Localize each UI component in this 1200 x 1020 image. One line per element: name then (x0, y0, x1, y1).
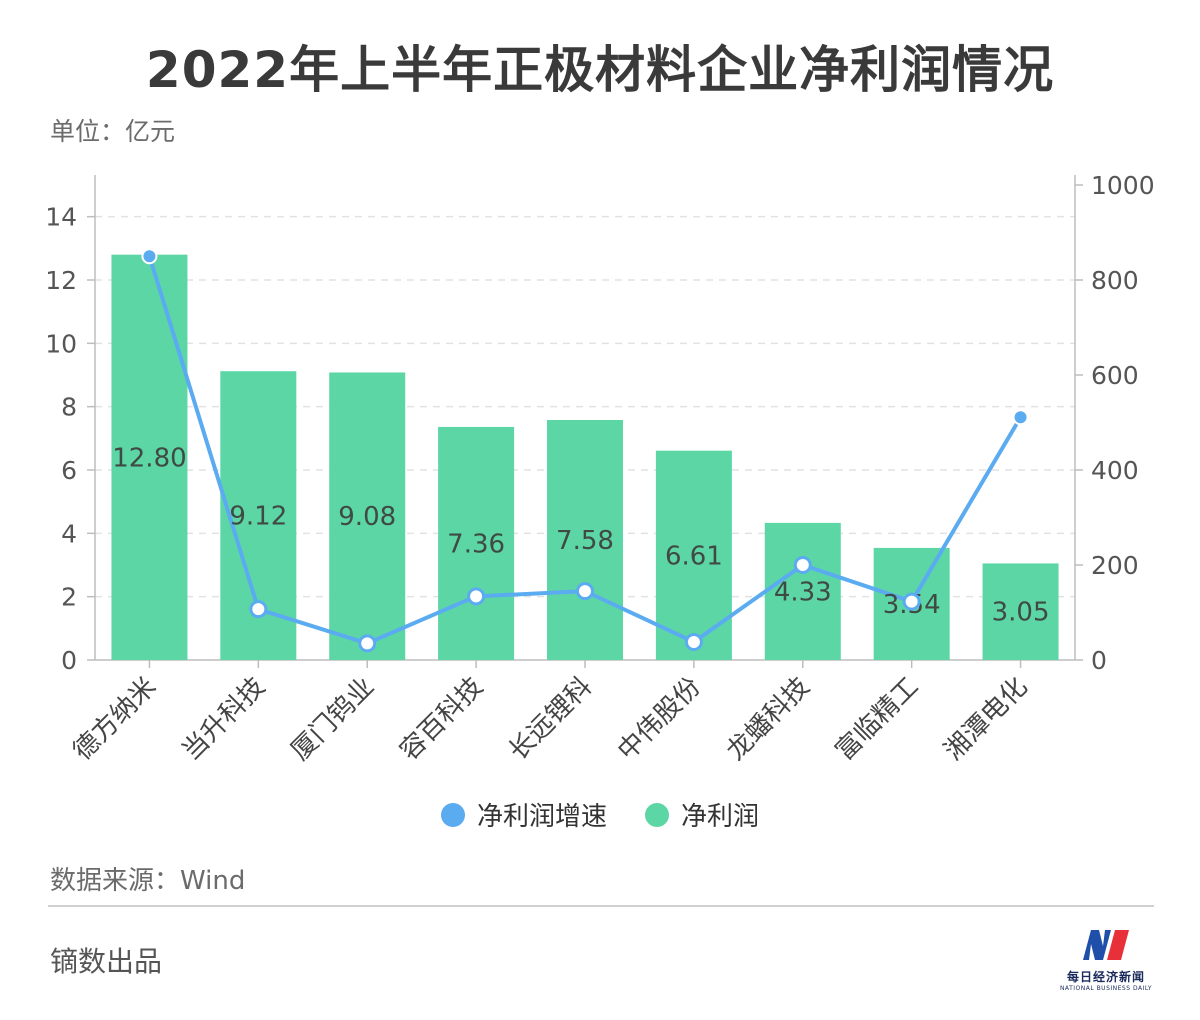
left-axis-tick-label: 8 (61, 393, 77, 422)
left-axis-tick-label: 14 (45, 203, 77, 232)
bar-value-label-9: 3.05 (992, 598, 1050, 628)
unit-label: 单位：亿元 (50, 117, 176, 146)
growth-point-6 (684, 632, 703, 651)
bar-value-label-7: 4.33 (774, 577, 832, 607)
x-axis-category-label: 富临精工 (830, 672, 925, 767)
chart-title: 2022年上半年正极材料企业净利润情况 (145, 41, 1055, 99)
left-axis-tick-label: 0 (61, 646, 77, 675)
bar-3 (329, 372, 406, 660)
right-axis-tick-label: 1000 (1091, 171, 1155, 200)
bar-9 (982, 563, 1059, 660)
left-axis-tick-label: 6 (61, 456, 77, 485)
growth-point-7 (793, 556, 812, 574)
legend-label-profit: 净利润 (681, 802, 760, 832)
growth-point-8 (902, 592, 921, 611)
logo: 每日经济新闻 NATIONAL BUSINESS DAILY (1058, 926, 1154, 996)
x-axis-category-label: 中伟股份 (612, 672, 707, 767)
right-axis-tick-label: 600 (1091, 361, 1139, 390)
right-axis-tick-label: 400 (1091, 456, 1139, 485)
x-axis-category-label: 长远锂科 (503, 672, 598, 767)
logo-text-cn: 每日经济新闻 (1066, 970, 1145, 984)
data-source: 数据来源：Wind (50, 866, 246, 896)
x-axis-category-label: 湘潭电化 (939, 672, 1034, 767)
growth-point-2 (249, 600, 268, 619)
right-axis-tick-label: 0 (1091, 646, 1107, 675)
legend-item-profit[interactable]: 净利润 (645, 796, 759, 833)
legend-item-growth[interactable]: 净利润增速 (440, 796, 607, 833)
bar-4 (438, 426, 515, 660)
x-axis-category-label: 德方纳米 (68, 672, 163, 767)
growth-point-3 (358, 634, 377, 653)
x-axis-category-label: 当升科技 (177, 672, 272, 767)
bar-7 (764, 522, 841, 660)
growth-point-4 (467, 587, 486, 606)
growth-point-9 (1012, 409, 1029, 426)
logo-text-en: NATIONAL BUSINESS DAILY (1059, 985, 1153, 992)
bar-value-label-1: 12.80 (112, 443, 186, 473)
left-axis-tick-label: 4 (61, 519, 77, 548)
growth-point-1 (141, 248, 158, 265)
divider (48, 905, 1154, 907)
logo-mark-icon (1083, 930, 1129, 960)
x-axis-category-label: 厦门钨业 (285, 672, 380, 767)
legend-swatch-growth (440, 802, 465, 827)
bar-1 (111, 254, 188, 660)
legend-label-growth: 净利润增速 (476, 802, 607, 832)
right-axis-tick-label: 800 (1091, 266, 1139, 295)
chart-canvas: 0 2 4 6 8 10 12 14 0 200 400 600 800 1000 德方纳米 当升科技 厦门钨业… (45, 171, 1155, 767)
footer-credit: 镝数出品 (50, 945, 163, 978)
bar-5 (547, 419, 623, 660)
left-axis-tick-label: 12 (45, 266, 77, 295)
left-axis-tick-label: 2 (61, 583, 77, 612)
left-axis-tick-label: 10 (45, 329, 77, 358)
bar-value-label-5: 7.58 (556, 526, 614, 556)
x-axis-category-label: 龙蟠科技 (721, 672, 816, 767)
bar-value-label-2: 9.12 (229, 502, 287, 532)
bar-value-label-4: 7.36 (447, 529, 505, 559)
bar-value-label-3: 9.08 (338, 502, 396, 532)
legend: 净利润增速 净利润 (0, 796, 1200, 833)
right-axis-tick-label: 200 (1091, 551, 1139, 580)
x-axis-category-label: 容百科技 (394, 672, 489, 767)
growth-point-5 (576, 582, 594, 601)
bar-value-label-6: 6.61 (665, 541, 723, 571)
legend-swatch-profit (645, 802, 669, 827)
